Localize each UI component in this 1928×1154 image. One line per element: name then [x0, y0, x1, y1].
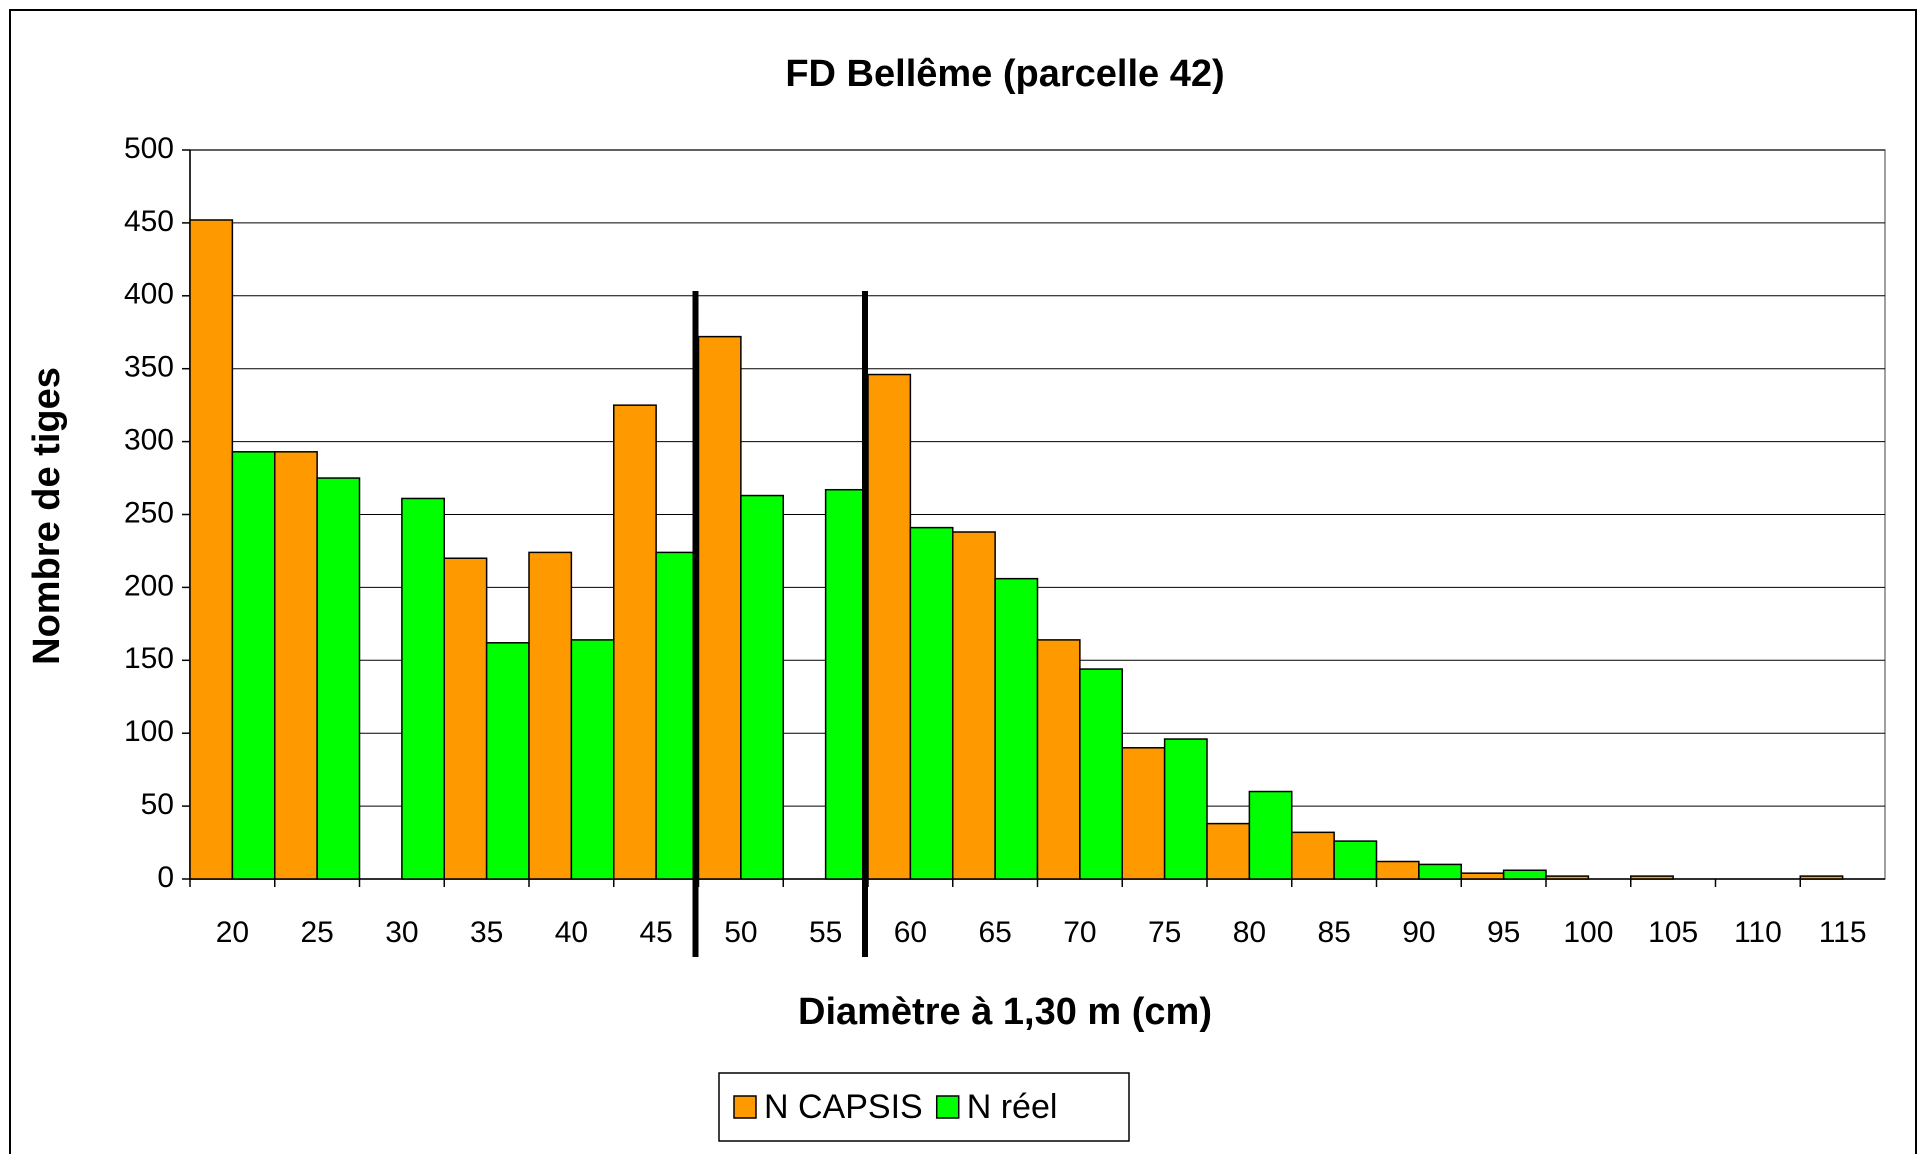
- y-tick-label: 150: [124, 642, 174, 675]
- bar: [1291, 831, 1335, 880]
- bar: [528, 551, 573, 880]
- x-tick-label: 85: [1317, 916, 1350, 949]
- bar: [1545, 875, 1590, 880]
- bar: [1121, 747, 1166, 880]
- x-tick-label: 35: [470, 916, 503, 949]
- y-tick-label: 350: [124, 351, 174, 384]
- bar: [443, 557, 488, 880]
- x-tick-label: 40: [555, 916, 588, 949]
- bar: [1248, 790, 1293, 880]
- bar: [613, 404, 657, 880]
- y-tick-label: 100: [124, 715, 174, 748]
- x-tick-label: 115: [1819, 916, 1867, 949]
- y-axis-title: Nombre de tiges: [26, 367, 68, 665]
- bar: [189, 219, 234, 880]
- x-tick-label: 110: [1734, 916, 1782, 949]
- bar: [1163, 738, 1208, 880]
- x-tick-label: 30: [385, 916, 418, 949]
- legend-swatch: [733, 1095, 757, 1119]
- x-tick-label: 75: [1148, 916, 1181, 949]
- x-axis-title: Diamètre à 1,30 m (cm): [798, 991, 1212, 1033]
- y-tick-label: 500: [124, 132, 174, 165]
- bar: [231, 451, 276, 880]
- bar: [1418, 863, 1462, 880]
- y-tick-label: 300: [124, 424, 174, 457]
- bar: [1333, 840, 1378, 880]
- bar: [316, 477, 361, 880]
- bar: [697, 335, 742, 880]
- bar: [274, 451, 318, 880]
- x-tick-label: 60: [894, 916, 927, 949]
- x-tick-label: 50: [724, 916, 757, 949]
- chart-title: FD Bellême (parcelle 42): [785, 53, 1224, 95]
- x-tick-label: 105: [1648, 916, 1698, 949]
- bar: [952, 531, 996, 880]
- x-tick-label: 70: [1063, 916, 1096, 949]
- x-tick-label: 55: [809, 916, 842, 949]
- bar: [1630, 875, 1674, 880]
- y-tick-label: 50: [141, 788, 174, 821]
- x-tick-label: 90: [1402, 916, 1435, 949]
- y-tick-label: 0: [157, 861, 174, 894]
- bar: [824, 488, 869, 880]
- bar: [401, 497, 445, 880]
- bar: [485, 642, 530, 880]
- bar: [570, 639, 615, 880]
- bar: [655, 551, 700, 880]
- bar: [1799, 875, 1844, 880]
- x-tick-label: 80: [1233, 916, 1266, 949]
- legend-label: N CAPSIS: [764, 1088, 923, 1126]
- y-tick-label: 250: [124, 496, 174, 529]
- bar: [740, 494, 784, 880]
- bar: [994, 577, 1039, 880]
- y-tick-label: 450: [124, 205, 174, 238]
- bar: [909, 526, 954, 880]
- y-tick-label: 200: [124, 569, 174, 602]
- legend-label: N réel: [967, 1088, 1058, 1126]
- x-tick-label: 25: [300, 916, 333, 949]
- x-tick-label: 95: [1487, 916, 1520, 949]
- bar: [867, 373, 912, 880]
- x-tick-label: 100: [1563, 916, 1613, 949]
- x-tick-label: 65: [978, 916, 1011, 949]
- bar: [1375, 860, 1420, 880]
- x-tick-label: 20: [216, 916, 249, 949]
- legend-swatch: [935, 1095, 960, 1119]
- bar: [1206, 822, 1251, 880]
- bar: [1502, 869, 1547, 880]
- legend: [718, 1072, 1130, 1142]
- bar: [1079, 668, 1123, 880]
- bar: [1036, 639, 1081, 880]
- x-tick-label: 45: [639, 916, 672, 949]
- y-tick-label: 400: [124, 278, 174, 311]
- bar: [1460, 872, 1505, 880]
